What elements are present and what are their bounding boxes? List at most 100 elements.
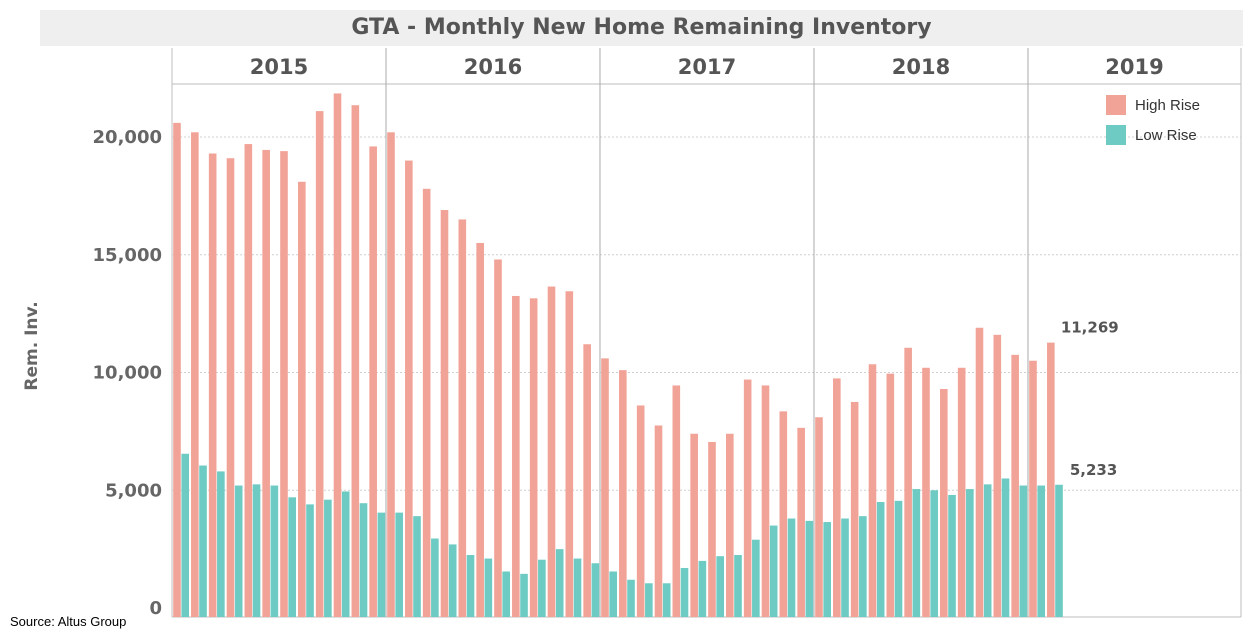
bar-high-rise xyxy=(405,160,413,618)
bar-high-rise xyxy=(797,427,805,617)
y-axis-title: Rem. Inv. xyxy=(22,301,42,390)
bar-low-rise xyxy=(680,567,689,617)
bar-low-rise xyxy=(876,502,885,617)
bar-high-rise xyxy=(458,219,467,618)
bar-high-rise xyxy=(654,425,663,617)
bar-low-rise xyxy=(805,520,814,617)
bar-low-rise xyxy=(217,471,225,617)
bar-low-rise xyxy=(466,555,475,617)
bar-high-rise xyxy=(904,347,912,617)
bar-low-rise xyxy=(787,518,796,617)
bar-high-rise xyxy=(815,417,823,617)
bar-high-rise xyxy=(494,259,502,617)
year-label-2015: 2015 xyxy=(250,55,308,79)
bar-low-rise xyxy=(841,518,849,617)
bar-low-rise xyxy=(1001,478,1010,617)
bar-high-rise xyxy=(743,379,752,617)
bar-high-rise xyxy=(369,146,377,618)
bar-low-rise xyxy=(555,549,564,617)
bar-high-rise xyxy=(280,151,288,617)
bar-low-rise xyxy=(270,485,279,617)
bar-low-rise xyxy=(484,558,493,617)
bar-high-rise xyxy=(601,358,609,617)
bar-high-rise xyxy=(1011,354,1019,617)
bar-high-rise xyxy=(476,242,484,617)
bar-high-rise xyxy=(708,441,716,617)
bar-low-rise xyxy=(306,504,314,617)
bar-high-rise xyxy=(387,132,395,618)
y-tick-label: 10,000 xyxy=(93,363,162,384)
y-tick-label: 0 xyxy=(149,598,162,619)
bar-low-rise xyxy=(966,489,974,617)
bar-low-rise xyxy=(1019,485,1028,617)
bar-low-rise xyxy=(609,571,617,617)
bar-low-rise xyxy=(894,500,903,617)
bar-low-rise xyxy=(645,583,653,617)
bar-high-rise xyxy=(351,105,360,618)
bar-high-rise xyxy=(440,210,449,617)
bar-low-rise xyxy=(448,544,457,617)
y-tick-label: 15,000 xyxy=(93,245,162,266)
bar-low-rise xyxy=(341,491,350,617)
year-label-2017: 2017 xyxy=(678,55,736,79)
bar-low-rise xyxy=(520,573,528,617)
bar-high-rise xyxy=(957,367,966,617)
legend-label-low-rise: Low Rise xyxy=(1135,127,1197,144)
bar-low-rise xyxy=(698,560,707,617)
bar-high-rise xyxy=(779,411,788,617)
bar-high-rise xyxy=(244,144,253,617)
bar-high-rise xyxy=(886,373,895,617)
bar-high-rise xyxy=(993,334,1002,617)
bar-low-rise xyxy=(431,538,439,617)
chart-title-bar: GTA - Monthly New Home Remaining Invento… xyxy=(40,10,1243,46)
bar-high-rise xyxy=(672,385,681,617)
bar-low-rise xyxy=(716,556,724,617)
bar-high-rise xyxy=(761,385,770,617)
legend-label-high-rise: High Rise xyxy=(1135,97,1201,114)
y-tick-label: 5,000 xyxy=(105,480,162,501)
bar-high-rise xyxy=(208,153,217,618)
bar-low-rise xyxy=(912,489,921,617)
bar-low-rise xyxy=(288,497,296,617)
bar-high-rise xyxy=(1047,342,1055,617)
bar-low-rise xyxy=(983,484,992,617)
bar-low-rise xyxy=(823,522,831,617)
data-label-high-rise-last: 11,269 xyxy=(1061,319,1119,337)
bar-high-rise xyxy=(173,122,181,618)
bar-high-rise xyxy=(226,158,235,617)
bar-low-rise xyxy=(359,503,368,617)
data-label-low-rise-last: 5,233 xyxy=(1070,461,1117,479)
bar-high-rise xyxy=(315,111,324,617)
bar-high-rise xyxy=(922,367,930,617)
bar-low-rise xyxy=(181,453,189,617)
bar-high-rise xyxy=(636,405,645,617)
y-tick-label: 20,000 xyxy=(93,127,162,148)
bar-high-rise xyxy=(333,93,342,618)
legend-swatch-high-rise xyxy=(1106,95,1126,115)
bar-high-rise xyxy=(940,388,948,617)
source-note: Source: Altus Group xyxy=(10,614,127,629)
bar-high-rise xyxy=(833,378,841,617)
bar-low-rise xyxy=(413,516,421,617)
bar-high-rise xyxy=(868,364,877,617)
bar-high-rise xyxy=(726,433,734,617)
year-label-2019: 2019 xyxy=(1105,55,1163,79)
bar-high-rise xyxy=(547,286,556,617)
bar-high-rise xyxy=(262,149,270,617)
bar-low-rise xyxy=(752,539,760,617)
bar-low-rise xyxy=(859,516,867,617)
bar-high-rise xyxy=(1029,360,1037,617)
bar-low-rise xyxy=(1055,484,1063,617)
bar-high-rise xyxy=(850,401,859,617)
bar-low-rise xyxy=(734,555,742,617)
bar-high-rise xyxy=(619,370,627,617)
bar-high-rise xyxy=(298,181,306,617)
bar-low-rise xyxy=(234,485,243,617)
bar-low-rise xyxy=(591,563,600,617)
bar-low-rise xyxy=(502,571,510,617)
bar-high-rise xyxy=(583,344,591,617)
bar-low-rise xyxy=(662,583,671,617)
bar-low-rise xyxy=(199,465,207,617)
bar-low-rise xyxy=(930,490,938,617)
